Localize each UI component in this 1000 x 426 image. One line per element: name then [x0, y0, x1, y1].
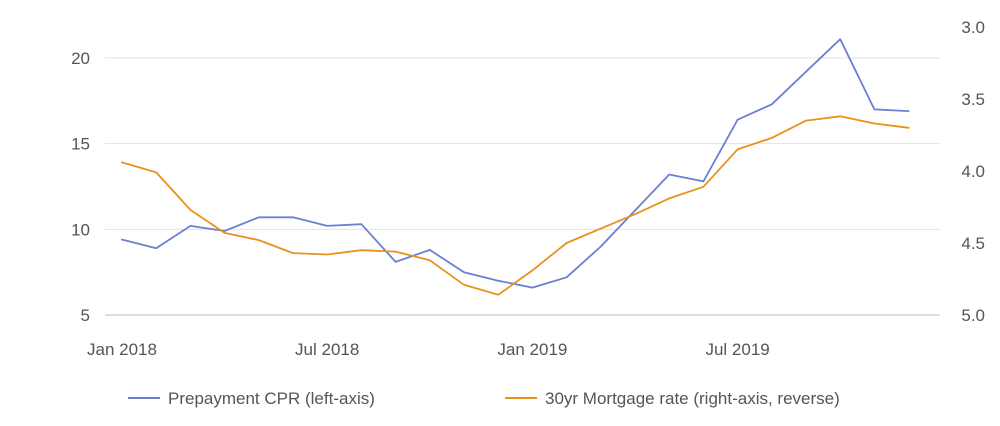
legend-label: Prepayment CPR (left-axis): [168, 389, 375, 408]
prepayment-cpr-line: [121, 38, 910, 289]
x-tick-label: Jul 2018: [295, 340, 359, 359]
right-y-axis: 3.0 3.5 4.0 4.5 5.0: [961, 18, 985, 325]
x-tick-label: Jan 2019: [497, 340, 567, 359]
left-y-axis: 5 10 15 20: [71, 49, 90, 325]
left-tick-label: 5: [81, 306, 90, 325]
legend-label: 30yr Mortgage rate (right-axis, reverse): [545, 389, 840, 408]
left-tick-label: 20: [71, 49, 90, 68]
series-lines: [121, 38, 910, 296]
right-tick-label: 4.0: [961, 162, 985, 181]
x-tick-label: Jan 2018: [87, 340, 157, 359]
right-tick-label: 3.5: [961, 90, 985, 109]
right-tick-label: 3.0: [961, 18, 985, 37]
mortgage-rate-line: [121, 115, 910, 296]
legend: Prepayment CPR (left-axis) 30yr Mortgage …: [128, 389, 840, 408]
gridlines: [105, 57, 940, 316]
left-tick-label: 15: [71, 135, 90, 154]
x-axis: Jan 2018 Jul 2018 Jan 2019 Jul 2019: [87, 340, 770, 359]
left-tick-label: 10: [71, 220, 90, 239]
x-tick-label: Jul 2019: [705, 340, 769, 359]
right-tick-label: 5.0: [961, 306, 985, 325]
right-tick-label: 4.5: [961, 234, 985, 253]
